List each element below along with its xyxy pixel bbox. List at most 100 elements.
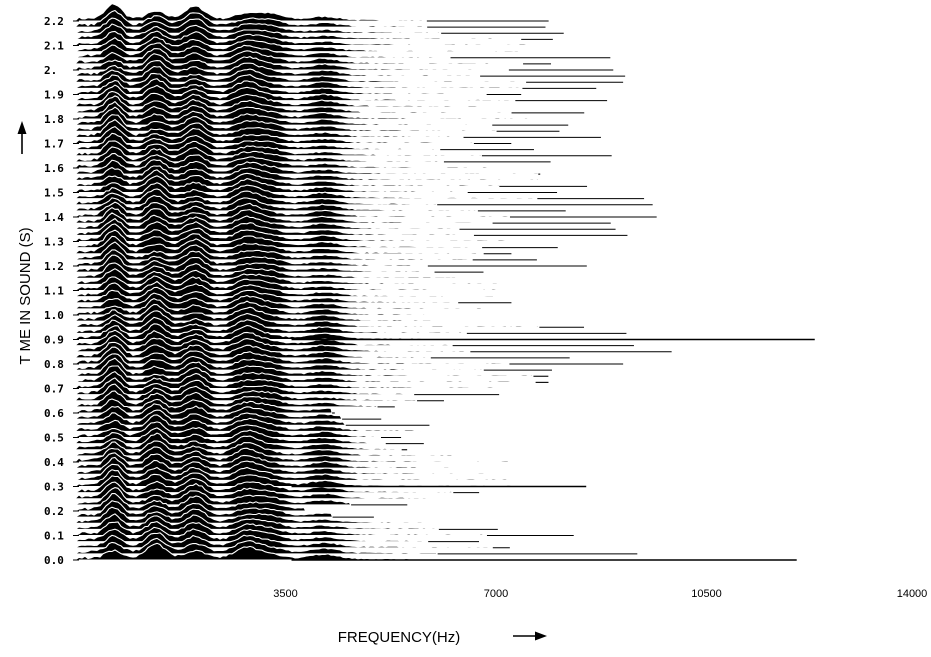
spectral-slice	[73, 409, 347, 426]
spectral-slice	[73, 542, 433, 561]
spectral-slice	[73, 194, 479, 212]
y-tick-label: 0.5	[44, 432, 64, 445]
spectral-slice	[73, 206, 493, 224]
spectral-slice	[73, 292, 484, 310]
spectral-slice	[73, 456, 488, 475]
y-tick-label: 1.1	[44, 285, 64, 298]
spectral-slice	[73, 275, 510, 292]
spectral-slice	[74, 521, 488, 537]
spectral-slice	[73, 212, 460, 230]
spectral-slice	[72, 95, 513, 114]
y-tick-label: 0.9	[44, 334, 64, 347]
spectral-slice	[73, 9, 428, 28]
spectral-slice	[73, 118, 465, 138]
spectral-slice	[74, 17, 444, 34]
spectral-slice	[73, 346, 512, 365]
y-tick-label: 1.6	[44, 162, 64, 175]
spectral-slice	[74, 493, 307, 512]
spectral-slice	[73, 329, 453, 347]
spectral-slice	[73, 303, 448, 322]
spectral-slice	[74, 475, 456, 494]
spectral-slice	[73, 114, 498, 132]
spectral-slice	[73, 506, 447, 524]
spectral-slice	[73, 201, 511, 218]
y-tick-label: 0.0	[44, 554, 64, 567]
spectral-slice	[74, 42, 451, 59]
spectral-slice	[74, 463, 513, 481]
y-tick-label: 0.1	[44, 530, 64, 543]
spectral-slice	[73, 262, 468, 279]
arrow-up-icon	[17, 121, 27, 154]
spectral-slice	[73, 353, 485, 371]
x-tick-label: 3500	[273, 588, 297, 600]
y-tick-label: 1.5	[44, 187, 64, 200]
spectral-slice	[73, 254, 437, 273]
y-tick-label: 1.9	[44, 89, 64, 102]
y-tick-label: 1.8	[44, 113, 64, 126]
y-axis-label: T ME IN SOUND (S)	[17, 227, 34, 364]
spectral-slice	[74, 132, 442, 151]
spectral-slice	[74, 440, 470, 457]
spectral-slice	[74, 23, 524, 40]
y-tick-label: 0.2	[44, 505, 64, 518]
spectral-slice	[72, 500, 334, 518]
spectral-slice	[74, 487, 353, 506]
spectral-slice	[74, 241, 474, 261]
spectral-slice	[72, 310, 541, 328]
x-tick-label: 10500	[691, 588, 722, 600]
y-tick-label: 1.3	[44, 236, 64, 249]
spectral-slice	[73, 452, 489, 469]
y-axis-ticks: 0.0 0.1 0.2 0.3 0.4 0.5 0.6 0.7 0.8 0.9 1.0 1.1 1.2 1…	[44, 15, 79, 567]
spectral-slice	[74, 532, 493, 549]
spectral-slice	[73, 60, 483, 77]
arrow-right-icon	[513, 631, 547, 641]
spectral-slice	[73, 65, 527, 83]
spectral-slice	[73, 268, 505, 285]
y-tick-label: 0.8	[44, 358, 64, 371]
spectral-slice	[73, 48, 524, 65]
spectral-slice	[73, 235, 484, 255]
spectral-slice	[73, 481, 428, 500]
spectral-slice	[73, 223, 517, 243]
y-tick-label: 1.4	[44, 211, 64, 224]
x-tick-label: 14000	[897, 588, 928, 600]
spectral-slice	[74, 78, 487, 96]
y-tick-label: 0.6	[44, 407, 64, 420]
spectral-slice	[73, 125, 476, 145]
spectral-slice	[73, 316, 469, 334]
x-tick-label: 7000	[484, 588, 508, 600]
spectral-slice	[73, 90, 504, 108]
spectral-slice	[73, 169, 500, 187]
spectral-slice	[73, 217, 475, 236]
y-tick-label: 2.2	[44, 15, 64, 28]
spectral-slice	[73, 140, 483, 157]
spectral-slice	[73, 146, 445, 163]
spectral-slice	[73, 152, 496, 169]
y-tick-label: 1.7	[44, 138, 64, 151]
y-tick-label: 1.0	[44, 309, 64, 322]
spectral-slice	[73, 286, 460, 304]
x-axis-label: FREQUENCY(Hz)	[338, 629, 461, 646]
spectral-slice	[74, 84, 516, 102]
spectral-slice	[74, 72, 523, 89]
spectral-slice	[74, 398, 333, 414]
spectral-slice	[73, 513, 440, 530]
spectral-slice	[73, 370, 498, 390]
y-tick-label: 1.2	[44, 260, 64, 273]
y-tick-label: 0.7	[44, 383, 64, 396]
spectral-slice	[73, 182, 538, 200]
spectral-slice	[73, 2, 427, 22]
spectral-slice	[73, 446, 510, 463]
y-tick-label: 2.	[44, 64, 57, 77]
spectral-slice	[74, 229, 485, 249]
spectral-slices	[72, 2, 815, 561]
spectral-slice	[73, 175, 468, 194]
spectral-slice	[73, 53, 511, 71]
spectral-slice	[73, 106, 493, 126]
spectral-slice	[73, 249, 429, 267]
spectral-slice	[73, 403, 344, 420]
y-tick-label: 0.3	[44, 481, 64, 494]
y-tick-label: 0.4	[44, 456, 64, 469]
y-tick-label: 2.1	[44, 40, 64, 53]
